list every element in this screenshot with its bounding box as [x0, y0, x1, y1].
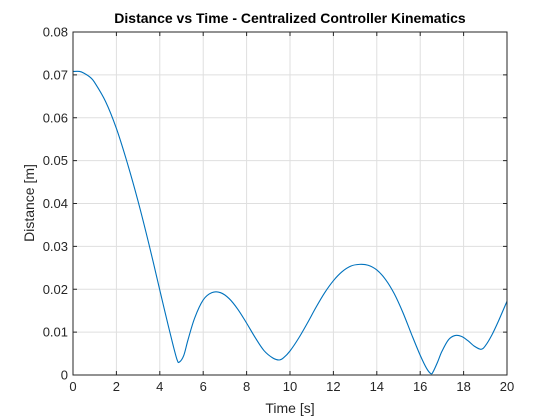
x-tick-label: 6	[200, 379, 207, 394]
x-tick-label: 4	[156, 379, 163, 394]
x-tick-label: 16	[413, 379, 427, 394]
y-tick-label: 0.01	[43, 325, 68, 340]
axis-tick-labels: 0 2 4 6 8 10 12 14 16 18 20 0 0.01 0.02 0.03 0.04 0.05 0.…	[43, 25, 515, 395]
x-tick-label: 14	[370, 379, 384, 394]
y-tick-label: 0.07	[43, 67, 68, 82]
x-tick-label: 0	[69, 379, 76, 394]
x-tick-label: 8	[243, 379, 250, 394]
y-tick-label: 0.03	[43, 239, 68, 254]
distance-series-line	[72, 70, 508, 375]
x-tick-label: 10	[283, 379, 297, 394]
y-tick-label: 0	[61, 368, 68, 383]
x-tick-label: 18	[456, 379, 470, 394]
y-tick-label: 0.04	[43, 196, 68, 211]
series-layer	[72, 70, 508, 375]
axis-ticks	[72, 31, 508, 376]
y-tick-label: 0.02	[43, 282, 68, 297]
y-tick-label: 0.06	[43, 110, 68, 125]
chart-title: Distance vs Time - Centralized Controlle…	[114, 10, 466, 26]
x-axis-label: Time [s]	[265, 400, 314, 416]
y-tick-label: 0.08	[43, 25, 68, 40]
y-axis-label: Distance [m]	[21, 164, 37, 242]
x-tick-label: 20	[500, 379, 514, 394]
y-tick-label: 0.05	[43, 153, 68, 168]
x-tick-label: 2	[113, 379, 120, 394]
x-tick-label: 12	[326, 379, 340, 394]
